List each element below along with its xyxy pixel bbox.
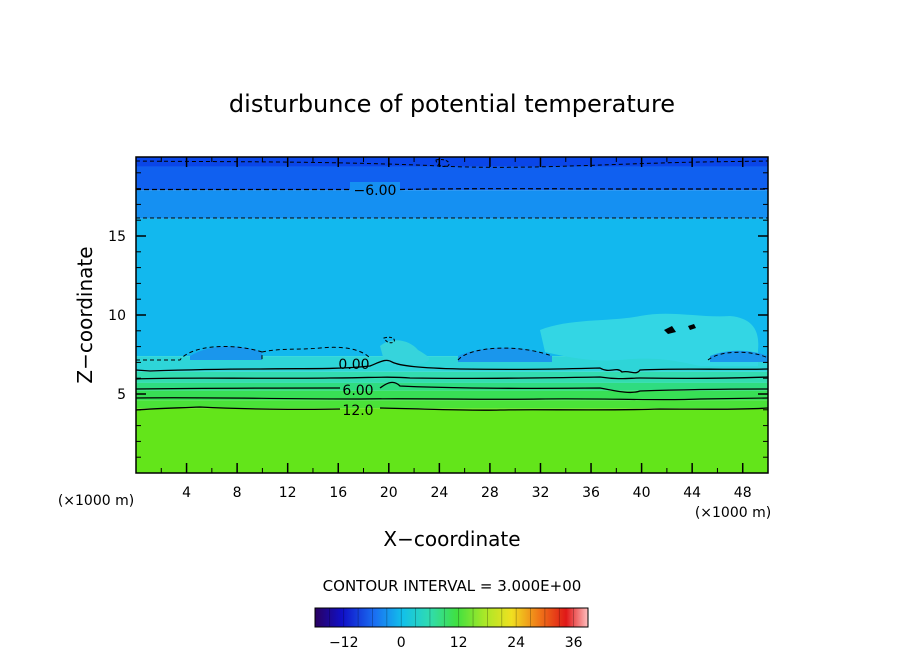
colorbar: −12 0 12 24 36 [314,607,589,651]
colorbar-tick-label: 0 [397,635,406,651]
y-tick-label: 15 [108,229,126,245]
x-unit-label-left: (×1000 m) [58,493,134,509]
colorbar-gradient [315,608,588,627]
cyan-patch [540,313,759,366]
contour-band [136,371,768,383]
contour-label: 0.00 [338,357,369,373]
colorbar-tick-label: 24 [507,635,525,651]
contour-line-neg6 [136,188,768,191]
x-tick-label: 24 [430,485,448,501]
x-axis-label: X−coordinate [383,527,520,551]
x-tick-label: 40 [633,485,651,501]
y-axis: 5 10 15 [108,172,768,458]
x-axis: 4 8 12 16 20 24 28 32 36 40 44 48 [160,157,752,501]
contour-line-neg3-low [136,345,768,361]
contour-band [136,157,768,167]
cyan-patch [380,340,430,364]
dark-blob [664,326,676,334]
x-tick-label: 44 [683,485,701,501]
dark-blob [688,324,696,330]
x-tick-label: 8 [233,485,242,501]
contour-band [136,190,768,219]
colorbar-tick-label: 36 [565,635,583,651]
contour-line-3 [136,376,768,380]
contour-label: 6.00 [342,383,373,399]
blue-patch [458,347,552,362]
contour-interval-text: CONTOUR INTERVAL = 3.000E+00 [323,577,582,595]
contour-band [136,390,768,401]
x-tick-label: 4 [182,485,191,501]
plot-area: −6.00 0.00 6.00 12.0 [136,157,768,473]
contour-label: 12.0 [342,403,373,419]
y-axis-label: Z−coordinate [73,246,97,383]
contour-bands [136,157,768,473]
blue-patch [190,346,262,360]
contour-label: −6.00 [354,183,397,199]
x-tick-label: 28 [481,485,499,501]
y-tick-label: 10 [108,308,126,324]
chart-title: disturbunce of potential temperature [229,90,675,118]
x-unit-label-right: (×1000 m) [695,505,771,521]
contour-line-12 [136,406,768,411]
contour-line-0 [136,359,768,374]
contour-line-neg3-small [383,159,450,344]
contour-band [136,382,768,391]
contour-band [136,400,768,409]
x-tick-label: 36 [582,485,600,501]
x-tick-label: 16 [329,485,347,501]
y-tick-label: 5 [117,387,126,403]
x-tick-label: 20 [380,485,398,501]
contour-band [136,166,768,191]
x-tick-label: 32 [532,485,550,501]
x-tick-label: 48 [734,485,752,501]
colorbar-tick-label: −12 [329,635,359,651]
contour-line-9 [136,397,768,401]
x-tick-label: 12 [279,485,297,501]
colorbar-tick-label: 12 [450,635,468,651]
contour-band [136,408,768,473]
contour-line-6 [136,381,768,394]
